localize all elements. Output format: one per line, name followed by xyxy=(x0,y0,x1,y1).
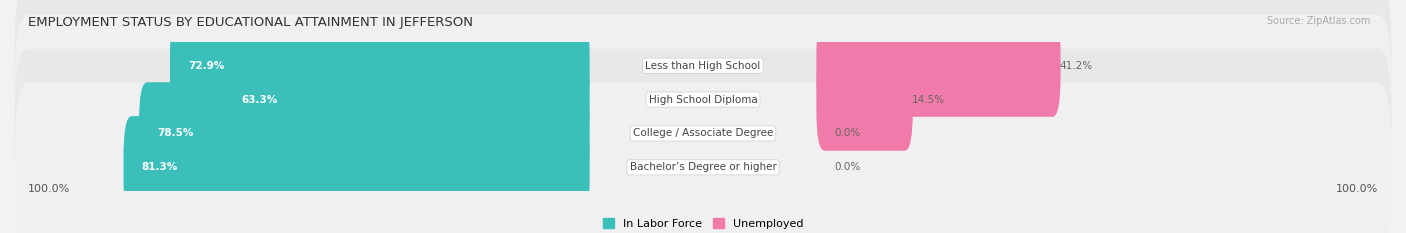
Text: College / Associate Degree: College / Associate Degree xyxy=(633,128,773,138)
Text: EMPLOYMENT STATUS BY EDUCATIONAL ATTAINMENT IN JEFFERSON: EMPLOYMENT STATUS BY EDUCATIONAL ATTAINM… xyxy=(28,16,474,29)
FancyBboxPatch shape xyxy=(124,116,589,219)
Text: 81.3%: 81.3% xyxy=(142,162,179,172)
Text: 78.5%: 78.5% xyxy=(157,128,194,138)
Text: Source: ZipAtlas.com: Source: ZipAtlas.com xyxy=(1267,16,1371,26)
FancyBboxPatch shape xyxy=(224,48,589,151)
Text: 0.0%: 0.0% xyxy=(835,128,860,138)
Text: 41.2%: 41.2% xyxy=(1059,61,1092,71)
Text: 14.5%: 14.5% xyxy=(911,95,945,105)
FancyBboxPatch shape xyxy=(14,83,1392,233)
Text: 0.0%: 0.0% xyxy=(835,162,860,172)
Text: 100.0%: 100.0% xyxy=(1336,184,1378,194)
Text: 72.9%: 72.9% xyxy=(188,61,225,71)
Text: 63.3%: 63.3% xyxy=(242,95,277,105)
Text: Bachelor’s Degree or higher: Bachelor’s Degree or higher xyxy=(630,162,776,172)
FancyBboxPatch shape xyxy=(139,82,589,185)
FancyBboxPatch shape xyxy=(14,15,1392,184)
Legend: In Labor Force, Unemployed: In Labor Force, Unemployed xyxy=(598,214,808,233)
FancyBboxPatch shape xyxy=(817,14,1060,117)
Text: High School Diploma: High School Diploma xyxy=(648,95,758,105)
FancyBboxPatch shape xyxy=(14,0,1392,150)
FancyBboxPatch shape xyxy=(14,49,1392,218)
FancyBboxPatch shape xyxy=(170,14,589,117)
Text: 100.0%: 100.0% xyxy=(28,184,70,194)
Text: Less than High School: Less than High School xyxy=(645,61,761,71)
FancyBboxPatch shape xyxy=(817,48,912,151)
